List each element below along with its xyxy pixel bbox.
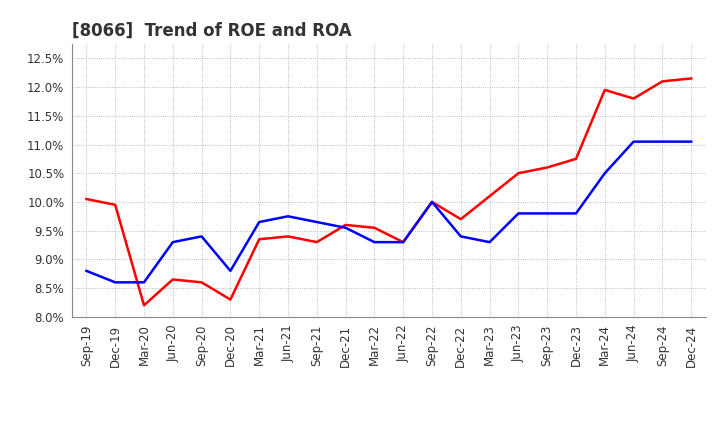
ROA: [456, 234, 465, 239]
ROA: [600, 171, 609, 176]
ROA: [687, 139, 696, 144]
ROE: [197, 280, 206, 285]
ROA: [284, 214, 292, 219]
ROA: [543, 211, 552, 216]
ROA: [428, 199, 436, 205]
ROE: [284, 234, 292, 239]
ROE: [82, 196, 91, 202]
ROA: [255, 220, 264, 225]
ROA: [226, 268, 235, 274]
ROA: [370, 239, 379, 245]
ROE: [687, 76, 696, 81]
ROE: [341, 222, 350, 227]
ROA: [485, 239, 494, 245]
ROE: [370, 225, 379, 231]
ROA: [572, 211, 580, 216]
Line: ROE: ROE: [86, 78, 691, 305]
ROA: [658, 139, 667, 144]
ROE: [658, 79, 667, 84]
ROA: [197, 234, 206, 239]
Text: [8066]  Trend of ROE and ROA: [8066] Trend of ROE and ROA: [72, 22, 351, 40]
ROE: [514, 171, 523, 176]
ROE: [543, 165, 552, 170]
ROE: [428, 199, 436, 205]
ROE: [600, 87, 609, 92]
ROE: [399, 239, 408, 245]
ROA: [312, 220, 321, 225]
ROA: [341, 225, 350, 231]
ROA: [82, 268, 91, 274]
ROA: [514, 211, 523, 216]
ROE: [312, 239, 321, 245]
ROA: [399, 239, 408, 245]
ROE: [572, 156, 580, 161]
ROE: [456, 216, 465, 222]
ROE: [255, 237, 264, 242]
ROE: [629, 96, 638, 101]
ROA: [168, 239, 177, 245]
ROE: [168, 277, 177, 282]
ROE: [111, 202, 120, 207]
ROE: [226, 297, 235, 302]
ROE: [140, 303, 148, 308]
Line: ROA: ROA: [86, 142, 691, 282]
ROE: [485, 194, 494, 199]
ROA: [629, 139, 638, 144]
ROA: [140, 280, 148, 285]
ROA: [111, 280, 120, 285]
